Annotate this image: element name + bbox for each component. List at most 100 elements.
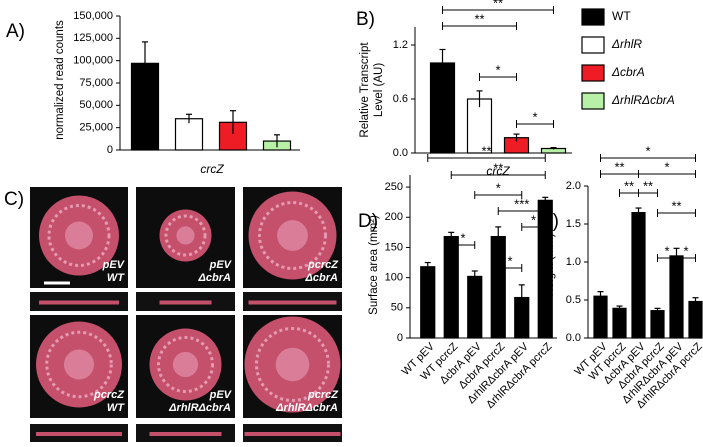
y-tick-label: 250 (385, 181, 403, 193)
colony-texture (45, 330, 113, 399)
x-axis-label: crcZ (200, 162, 224, 176)
y-tick-label: 50 (391, 302, 403, 314)
colony-texture (258, 201, 327, 270)
legend-label: ΔcbrA (611, 65, 645, 79)
significance-label: ** (474, 11, 484, 26)
legend-swatch (581, 8, 605, 26)
error-bar (513, 133, 520, 142)
significance-label: * (507, 253, 512, 268)
y-tick-label: 75,000 (79, 77, 113, 89)
y-tick-label: 100,000 (73, 55, 113, 67)
error-bar (635, 207, 642, 218)
bar (466, 98, 493, 154)
side-profile (149, 432, 222, 436)
error-bar (654, 307, 661, 313)
y-tick-label: 0 (397, 332, 403, 344)
y-tick-label: 200 (385, 211, 403, 223)
y-tick-label: 100 (385, 272, 403, 284)
significance-label: * (531, 212, 536, 227)
error-bar (230, 110, 236, 134)
error-bar (439, 48, 446, 77)
colony-label: pcrcZ (307, 389, 339, 401)
colony-center (277, 220, 308, 251)
y-axis-label: Height (mm) (544, 233, 556, 296)
y-axis-label: Surface area (mm²) (368, 215, 380, 315)
colony-texture (255, 327, 330, 402)
error-bar (692, 297, 699, 306)
side-profile (244, 432, 341, 436)
colony-label: pEV (209, 389, 233, 401)
significance-label: * (495, 62, 500, 77)
y-tick-label: 150,000 (73, 10, 113, 22)
colony-label: pcrcZ (307, 259, 339, 271)
colony-label: pEV (102, 259, 126, 271)
bar (490, 235, 506, 339)
legend-label: WT (612, 9, 631, 23)
significance-label: * (664, 159, 669, 174)
y-tick-label: 0 (107, 144, 113, 156)
panel-label: A) (6, 21, 25, 42)
colony-texture (157, 336, 214, 393)
bar (467, 275, 483, 339)
colony-label: WT (107, 402, 125, 414)
significance-label: *** (514, 196, 529, 211)
legend-label: ΔrhlR (611, 37, 642, 51)
significance-label: ** (643, 178, 653, 193)
y-tick-label: 1.2 (393, 39, 408, 51)
error-bar (476, 90, 483, 108)
colony-label: ΔcbrA (305, 272, 339, 284)
bar (669, 255, 684, 339)
error-bar (550, 147, 557, 150)
bar (612, 307, 627, 339)
side-profile (159, 300, 212, 305)
colony-center (65, 221, 93, 250)
error-bar (424, 261, 431, 271)
colony-center (172, 351, 199, 378)
colony-center (176, 226, 195, 245)
bar (631, 212, 646, 339)
significance-label: ** (481, 143, 491, 158)
colony-label: ΔrhlRΔcbrA (275, 402, 338, 414)
significance-label: * (460, 230, 465, 245)
legend-swatch (581, 36, 605, 54)
bar (688, 300, 703, 339)
y-tick-label: 0.6 (393, 93, 408, 105)
error-bar (448, 231, 455, 241)
error-bar (274, 134, 280, 148)
error-bar (186, 113, 192, 124)
error-bar (471, 270, 478, 282)
panel-label: C) (4, 189, 24, 210)
side-profile (36, 432, 122, 436)
significance-label: * (683, 243, 688, 258)
bar (174, 118, 204, 151)
legend-swatch (581, 64, 605, 82)
y-tick-label: 25,000 (79, 122, 113, 134)
significance-label: ** (671, 198, 681, 213)
error-bar (518, 284, 525, 311)
significance-label: * (645, 143, 650, 158)
y-tick-label: 0.5 (566, 294, 581, 306)
colony-texture (164, 214, 207, 257)
y-tick-label: 150 (385, 241, 403, 253)
bar (443, 235, 459, 339)
significance-label: * (532, 109, 537, 124)
bar (429, 62, 456, 154)
error-bar (597, 291, 604, 301)
significance-label: ** (493, 160, 503, 175)
significance-label: * (496, 180, 501, 195)
legend-swatch (581, 92, 605, 110)
y-tick-label: 2.0 (566, 180, 581, 192)
y-tick-label: 0.0 (393, 147, 408, 159)
colony-center (275, 347, 310, 382)
error-bar (542, 196, 549, 204)
bar (650, 310, 665, 339)
panel-label: D) (358, 211, 378, 232)
significance-label: ** (624, 178, 634, 193)
y-axis-label: Level (AU) (373, 63, 385, 117)
colony-label: pcrcZ (93, 389, 125, 401)
y-tick-label: 1.5 (566, 218, 581, 230)
y-tick-label: 50,000 (79, 99, 113, 111)
colony-center (63, 349, 95, 380)
y-axis-label: Relative Transcript (359, 42, 371, 138)
